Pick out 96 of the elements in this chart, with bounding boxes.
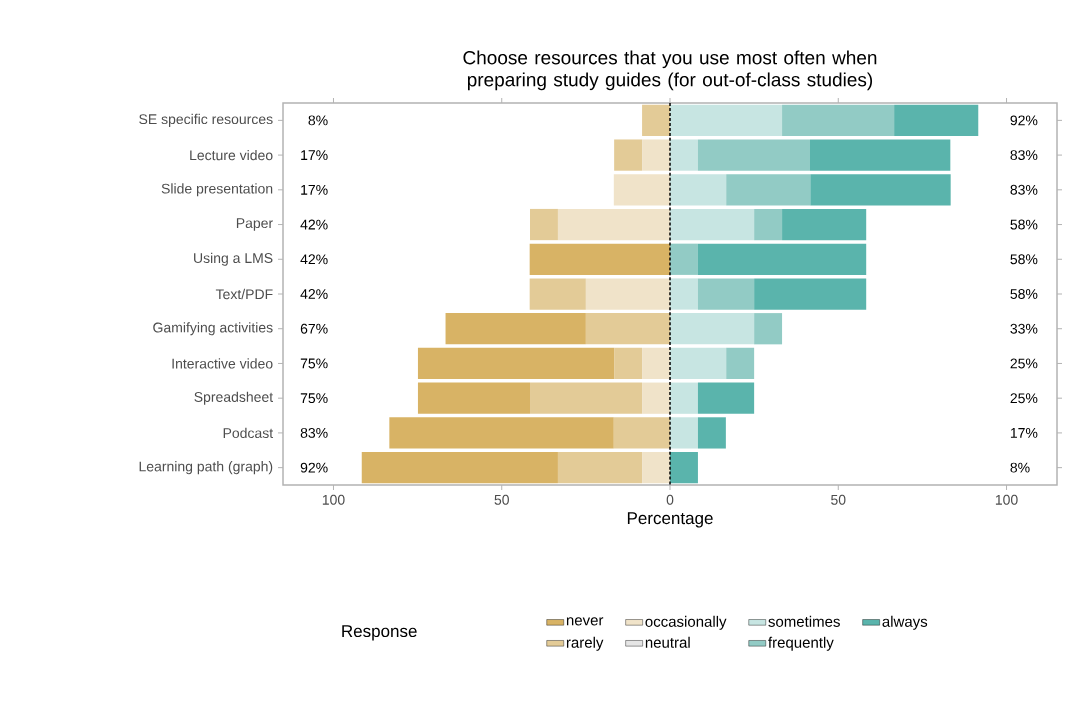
bar (585, 313, 670, 345)
annotation: 8% (1010, 462, 1030, 473)
annotation: 67% (300, 323, 328, 334)
y-tick-label: Paper (236, 218, 273, 231)
bar (614, 139, 643, 171)
bar (417, 347, 615, 380)
bar (754, 208, 783, 241)
y-tick-label: Gamifying activities (153, 322, 273, 336)
bar (894, 104, 979, 136)
annotation: 83% (300, 427, 328, 438)
bar (726, 174, 811, 206)
legend-label: neutral (645, 636, 690, 648)
x-tick-label: 100 (995, 494, 1018, 505)
bar (642, 139, 670, 171)
x-tick-label: 50 (494, 494, 509, 505)
bar (642, 452, 670, 484)
annotation: 58% (1010, 289, 1038, 299)
x-tick-label: 100 (322, 494, 345, 505)
bar (697, 382, 755, 414)
legend-title: Response (342, 625, 417, 641)
bar (670, 208, 755, 241)
bar (670, 278, 698, 310)
bar (754, 313, 783, 345)
bar (782, 104, 895, 136)
bar (697, 139, 810, 171)
bar (670, 104, 783, 136)
bar (613, 417, 670, 449)
y-tick-label: Interactive video (172, 358, 273, 369)
annotation: 92% (300, 462, 328, 473)
annotation: 25% (1010, 358, 1038, 369)
annotation: 83% (1010, 184, 1038, 195)
annotation: 75% (300, 358, 328, 369)
bar (670, 139, 698, 171)
legend-label: sometimes (768, 615, 840, 627)
bar (697, 278, 755, 310)
annotation: 42% (300, 254, 328, 265)
bar (810, 139, 951, 171)
y-tick-label: Spreadsheet (194, 391, 274, 405)
bar (642, 104, 670, 136)
y-tick-label: Podcast (223, 427, 274, 439)
annotation: 75% (300, 393, 328, 404)
annotation: 17% (1010, 428, 1038, 438)
bar (670, 313, 755, 345)
bar (585, 278, 670, 310)
y-tick-label: Text/PDF (215, 288, 273, 300)
bar (642, 382, 670, 414)
bar (529, 278, 586, 310)
legend-label: always (882, 615, 928, 630)
bar (557, 452, 643, 484)
bar (754, 278, 867, 310)
annotation: 42% (300, 219, 328, 230)
bar (529, 243, 670, 275)
legend-label: never (566, 617, 604, 626)
bar (389, 417, 614, 449)
x-tick-label: 50 (831, 494, 846, 505)
x-axis-title: Percentage (627, 512, 713, 528)
annotation: 25% (1010, 393, 1038, 404)
y-tick-label: Lecture video (190, 149, 273, 161)
bar (642, 347, 670, 380)
bar (670, 347, 727, 380)
bar (697, 417, 726, 449)
bar (361, 452, 558, 484)
bar (670, 417, 698, 449)
annotation: 83% (1010, 150, 1038, 161)
annotation: 33% (1010, 323, 1038, 334)
y-tick-label: Using a LMS (194, 252, 273, 266)
bar (670, 174, 727, 206)
annotation: 42% (300, 289, 328, 299)
bar (782, 208, 867, 241)
legend-label: occasionally (645, 615, 727, 630)
bar (417, 382, 531, 414)
bar (613, 174, 670, 206)
bar (810, 174, 951, 206)
annotation: 92% (1010, 115, 1038, 126)
bar (530, 208, 558, 241)
y-tick-label: SE specific resources (139, 113, 273, 127)
bar (670, 452, 698, 484)
bar (697, 243, 867, 275)
x-tick-label: 0 (666, 494, 674, 505)
bar (530, 382, 643, 414)
bar (670, 243, 698, 275)
annotation: 58% (1010, 219, 1038, 230)
y-tick-label: Slide presentation (161, 183, 273, 197)
bar (726, 347, 755, 380)
annotation: 17% (301, 150, 328, 160)
annotation: 8% (308, 115, 328, 126)
bar (670, 382, 698, 414)
bar (445, 313, 586, 345)
annotation: 58% (1010, 254, 1038, 265)
chart-title: Choose resources that you use most often when preparing study guides (for out-of-class studies) (463, 50, 877, 91)
annotation: 17% (301, 184, 328, 195)
y-tick-label: Learning path (graph) (139, 461, 273, 475)
legend-label: rarely (566, 636, 604, 651)
legend-label: frequently (768, 636, 834, 651)
bar (557, 208, 670, 241)
bar (614, 347, 643, 380)
